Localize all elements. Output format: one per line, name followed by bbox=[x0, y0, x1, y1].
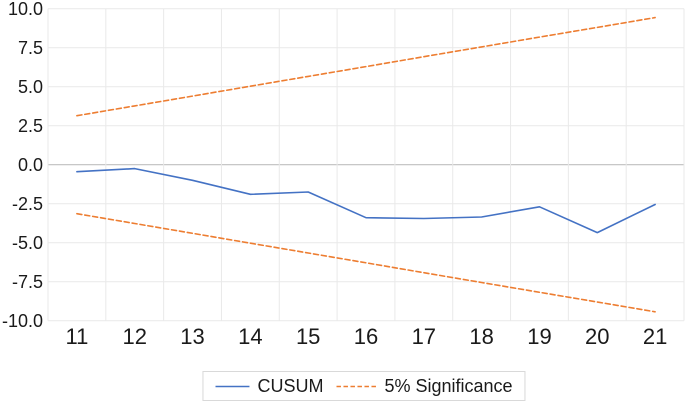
x-tick-label: 16 bbox=[354, 324, 378, 349]
y-axis-labels: 10.0 7.5 5.0 2.5 0.0 -2.5 -5.0 -7.5 -10.0 bbox=[2, 0, 43, 331]
y-tick-label: 5.0 bbox=[18, 77, 43, 97]
x-tick-label: 20 bbox=[585, 324, 609, 349]
x-tick-label: 19 bbox=[527, 324, 551, 349]
x-tick-label: 11 bbox=[65, 324, 88, 349]
y-tick-label: -7.5 bbox=[12, 272, 43, 292]
significance-upper-line bbox=[76, 16, 656, 117]
horizontal-gridlines bbox=[48, 8, 684, 322]
chart-legend: CUSUM 5% Significance bbox=[202, 371, 526, 401]
x-tick-label: 21 bbox=[643, 324, 667, 349]
plot-area: 10.07.55.02.50.0-2.5-5.0-7.5-10.011 12 13 1… bbox=[2, 0, 685, 349]
significance-line-swatch bbox=[336, 385, 377, 387]
legend-item-significance: 5% Significance bbox=[336, 376, 513, 396]
legend-label-significance: 5% Significance bbox=[384, 376, 513, 396]
y-tick-label: 2.5 bbox=[18, 116, 43, 136]
y-tick-label: 0.0 bbox=[18, 155, 43, 175]
x-tick-label: 18 bbox=[469, 324, 493, 349]
legend-item-cusum: CUSUM bbox=[215, 377, 323, 395]
cusum-line-swatch bbox=[215, 385, 250, 387]
y-tick-label: -10.0 bbox=[2, 311, 43, 331]
x-tick-label: 14 bbox=[238, 324, 262, 349]
x-tick-label: 13 bbox=[180, 324, 204, 349]
x-tick-label: 17 bbox=[412, 324, 436, 349]
y-tick-label: 7.5 bbox=[18, 38, 43, 58]
x-axis-labels: 11 12 13 14 15 16 17 18 19 20 21 bbox=[65, 324, 667, 349]
vertical-gridlines bbox=[47, 8, 685, 321]
y-tick-label: -5.0 bbox=[12, 233, 43, 253]
x-tick-label: 15 bbox=[296, 324, 320, 349]
legend-label-cusum: CUSUM bbox=[257, 376, 324, 396]
significance-lower-line bbox=[76, 212, 656, 313]
y-tick-label: 10.0 bbox=[8, 0, 43, 19]
x-tick-label: 12 bbox=[122, 324, 146, 349]
y-tick-label: -2.5 bbox=[12, 194, 43, 214]
cusum-line bbox=[76, 167, 656, 234]
